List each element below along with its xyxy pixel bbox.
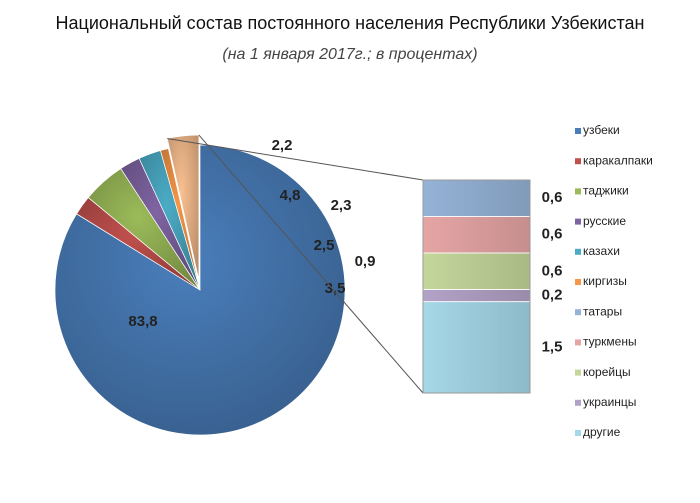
pie-slice-киргизы [159,148,201,291]
legend-label: киргизы [583,274,627,288]
legend: узбеки каракалпаки таджики русские казахи кир… [575,123,653,439]
legend-label: туркмены [583,335,637,349]
legend-swatch [575,248,581,255]
legend-swatch [575,309,581,316]
pie-slice-label: 2,2 [272,137,293,154]
bar-of-pie-group: 0,6 0,6 0,6 0,2 1,5 [422,179,563,394]
chart-subtitle: (на 1 января 2017г.; в процентах) [222,46,478,63]
bar-segment-туркмены [422,216,531,254]
bar-segment-другие [422,301,531,394]
legend-label: корейцы [583,365,631,379]
connector-line-bottom [198,134,424,394]
bar-segment-label: 0,6 [542,262,563,279]
pie-slice-label: 83,8 [128,313,157,330]
pie-slice-label: 2,3 [331,197,352,214]
connector-line-top [167,138,424,181]
legend-label: другие [583,425,621,439]
legend-label: татары [583,304,622,318]
bar-segment-татары [422,179,531,217]
bar-segment-label: 0,6 [542,189,563,206]
legend-swatch [575,430,581,436]
legend-label: таджики [583,184,629,198]
legend-swatch [575,218,581,225]
pie-slice-label: 0,9 [355,253,376,270]
legend-swatch [575,188,581,195]
pie-group: 83,8 2,2 4,8 2,3 2,5 0,9 3,5 [54,134,376,436]
legend-swatch [575,128,581,134]
legend-label: русские [583,214,626,228]
connector-group [167,134,424,394]
legend-swatch [575,369,581,376]
bar-segment-label: 1,5 [542,338,563,355]
legend-swatch [575,279,581,285]
legend-label: украинцы [583,395,636,409]
chart-title: Национальный состав постоянного населени… [55,13,645,33]
bar-segment-label: 0,6 [542,226,563,243]
bar-segment-label: 0,2 [542,287,563,304]
bar-outline [422,179,531,394]
pie-slice-label: 3,5 [325,280,346,297]
pie-slice-label: 4,8 [280,187,301,204]
bar-segment-корейцы [422,252,531,290]
legend-swatch [575,158,581,165]
legend-swatch [575,399,581,406]
bar-segment-украинцы [422,289,531,303]
legend-swatch [575,339,581,346]
legend-label: каракалпаки [583,153,653,167]
legend-label: узбеки [583,123,620,137]
legend-label: казахи [583,244,620,258]
pie-slice-label: 2,5 [314,237,335,254]
